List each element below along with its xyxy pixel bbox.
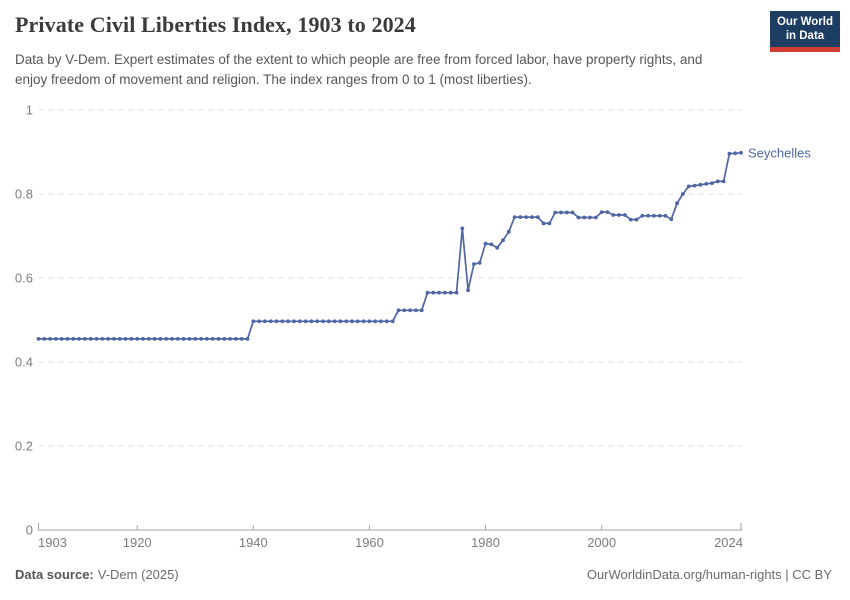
y-tick-label: 1: [26, 103, 33, 118]
owid-logo-red-bar: [770, 47, 840, 52]
chart-subtitle: Data by V-Dem. Expert estimates of the e…: [15, 52, 703, 87]
y-tick-label: 0.6: [15, 271, 33, 286]
x-tick-label: 1940: [239, 535, 268, 550]
data-source-label: Data source:: [15, 567, 94, 582]
data-source-value: V-Dem (2025): [97, 567, 179, 582]
x-tick-label: 2000: [587, 535, 616, 550]
y-tick-label: 0.2: [15, 439, 33, 454]
x-tick-label: 2024: [714, 535, 743, 550]
x-tick-label: 1960: [355, 535, 384, 550]
y-tick-label: 0: [26, 523, 33, 538]
y-tick-label: 0.4: [15, 355, 33, 370]
x-tick-labels: 1903 1920 1940 1960 1980 2000 2024: [38, 535, 743, 550]
y-tick-label: 0.8: [15, 187, 33, 202]
chart-title: Private Civil Liberties Index, 1903 to 2…: [15, 12, 416, 37]
credit-link[interactable]: OurWorldinData.org/human-rights | CC BY: [586, 567, 832, 582]
series-label-seychelles: Seychelles: [748, 145, 811, 160]
y-tick-labels: 0 0.2 0.4 0.6 0.8 1: [15, 103, 33, 538]
x-axis: [38, 523, 742, 530]
series-line-seychelles: [37, 151, 742, 340]
y-gridlines: [38, 109, 742, 531]
owid-logo[interactable]: Our World in Data: [770, 11, 840, 52]
x-tick-label: 1980: [471, 535, 500, 550]
data-source: Data source: V-Dem (2025): [15, 567, 179, 582]
series-points-seychelles: [36, 150, 743, 341]
owid-logo-line1: Our World: [776, 16, 833, 28]
chart-footer: Data source: V-Dem (2025) OurWorldinData.…: [15, 567, 832, 582]
x-tick-label: 1920: [123, 535, 152, 550]
owid-logo-line2: in Data: [785, 30, 825, 42]
x-tick-label: 1903: [38, 535, 67, 550]
